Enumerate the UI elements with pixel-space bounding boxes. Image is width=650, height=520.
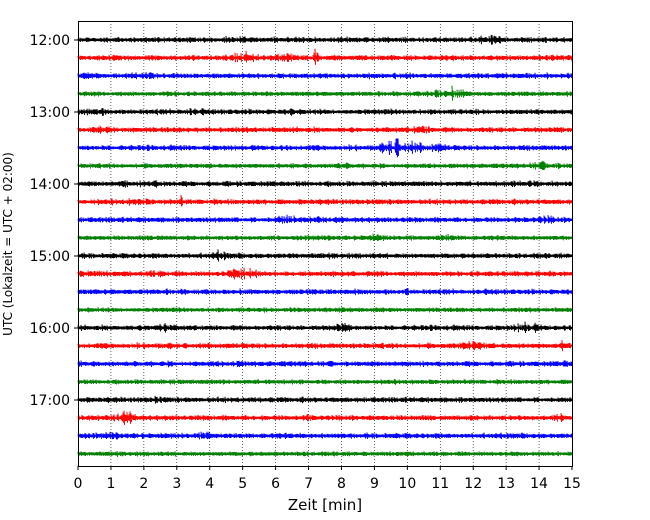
x-tick-label: 5	[238, 476, 247, 492]
y-tick-label: 16:00	[30, 321, 70, 337]
seismic-trace	[77, 431, 573, 440]
y-tick-label: 13:00	[30, 105, 70, 121]
x-tick-label: 13	[497, 476, 515, 492]
plot-frame	[78, 21, 573, 467]
y-tick-label: 12:00	[30, 33, 70, 49]
x-axis-ticks: 0 1 2 3 4 5 6 7 8 9 10 11 12 13 14 15	[74, 466, 581, 492]
x-tick-label: 14	[530, 476, 548, 492]
x-tick-label: 12	[464, 476, 482, 492]
seismic-trace	[77, 378, 573, 385]
x-gridlines	[110, 21, 540, 466]
seismic-trace	[77, 321, 573, 334]
seismic-trace	[77, 194, 573, 207]
seismic-trace	[77, 179, 573, 188]
x-tick-label: 9	[370, 476, 379, 492]
x-tick-label: 4	[205, 476, 214, 492]
trace-series	[77, 34, 573, 457]
seismic-trace	[77, 267, 573, 280]
seismic-trace	[77, 161, 573, 171]
x-axis-label: Zeit [min]	[288, 496, 362, 514]
x-tick-label: 6	[271, 476, 280, 492]
seismic-trace	[77, 360, 573, 368]
x-tick-label: 7	[304, 476, 313, 492]
x-tick-label: 0	[74, 476, 83, 492]
seismic-trace	[77, 107, 573, 116]
seismic-trace	[77, 340, 573, 352]
x-tick-label: 2	[139, 476, 148, 492]
x-tick-label: 15	[563, 476, 581, 492]
x-tick-label: 8	[337, 476, 346, 492]
seismic-trace	[77, 410, 573, 426]
seismic-trace	[77, 48, 573, 65]
seismic-trace	[77, 395, 573, 404]
y-axis-label: UTC (Lokalzeit = UTC + 02:00)	[1, 152, 15, 336]
y-tick-label: 14:00	[30, 177, 70, 193]
seismic-trace	[77, 451, 573, 457]
seismic-trace	[77, 249, 573, 262]
seismic-trace	[77, 287, 573, 296]
y-axis-ticks: 12:00 13:00 14:00 15:00 16:00 17:00	[30, 33, 78, 409]
seismic-trace	[77, 214, 573, 224]
y-tick-label: 15:00	[30, 249, 70, 265]
x-tick-label: 11	[431, 476, 449, 492]
seismic-trace	[77, 125, 573, 134]
x-tick-label: 1	[106, 476, 115, 492]
seismic-trace	[77, 85, 573, 101]
y-tick-label: 17:00	[30, 393, 70, 409]
seismic-trace	[77, 138, 573, 158]
seismic-trace	[77, 72, 573, 80]
seismic-trace	[77, 233, 573, 242]
seismic-trace	[77, 34, 573, 45]
x-tick-label: 3	[172, 476, 181, 492]
seismic-trace	[77, 307, 573, 313]
x-tick-label: 10	[398, 476, 416, 492]
